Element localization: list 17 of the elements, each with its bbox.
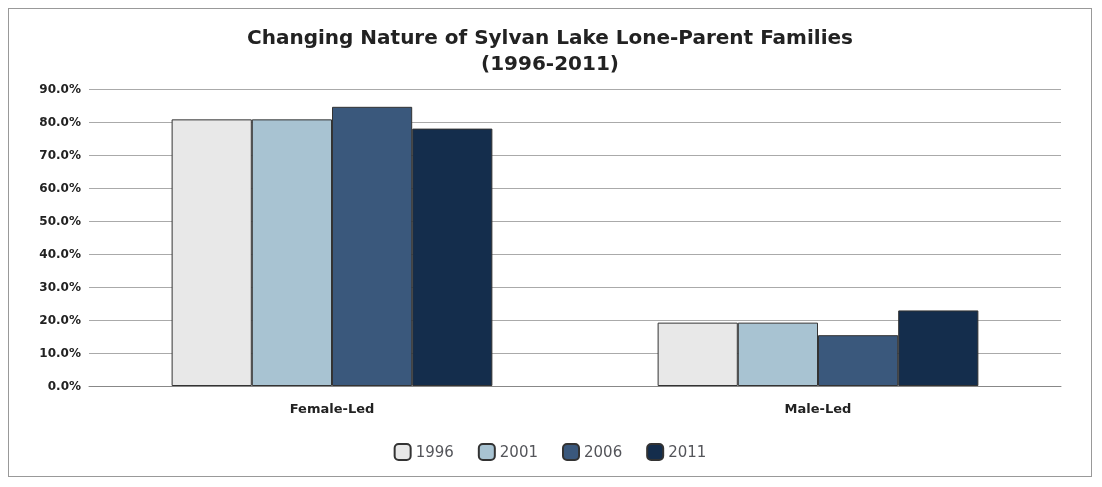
legend-label: 1996 bbox=[415, 443, 454, 461]
legend-label: 2001 bbox=[499, 443, 539, 461]
y-tick-label: 60.0% bbox=[39, 181, 81, 195]
x-tick-label: Male-Led bbox=[784, 401, 852, 416]
legend-label: 2006 bbox=[584, 443, 623, 461]
y-tick-label: 50.0% bbox=[39, 214, 81, 228]
legend-label: 2011 bbox=[668, 443, 707, 461]
y-tick-label: 30.0% bbox=[39, 280, 81, 294]
y-tick-label: 10.0% bbox=[39, 346, 81, 360]
y-tick-label: 70.0% bbox=[39, 148, 81, 162]
x-tick-label: Female-Led bbox=[289, 401, 375, 416]
y-tick-label: 40.0% bbox=[39, 247, 81, 261]
chart-title: Changing Nature of Sylvan Lake Lone-Parent Families (1996-2011) bbox=[247, 25, 853, 75]
y-tick-label: 0.0% bbox=[47, 379, 81, 393]
y-tick-label: 90.0% bbox=[39, 82, 81, 96]
y-tick-label: 80.0% bbox=[39, 115, 81, 129]
y-tick-label: 20.0% bbox=[39, 313, 81, 327]
